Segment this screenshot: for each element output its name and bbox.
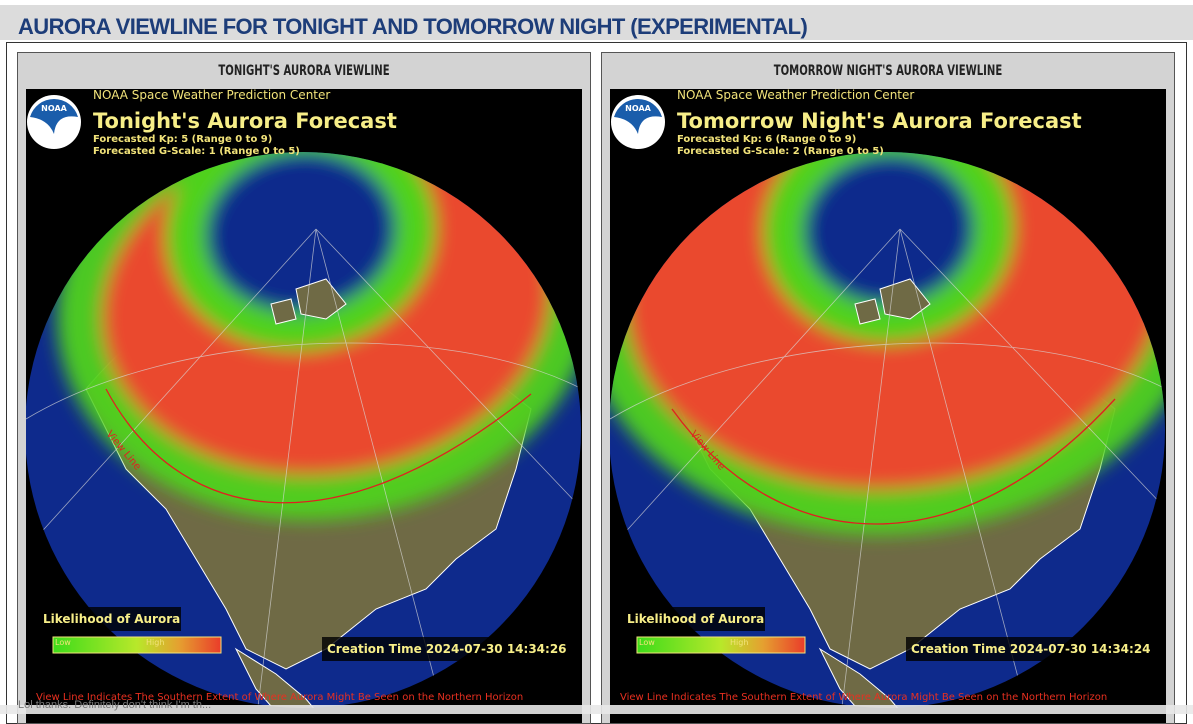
polar-hole: [803, 154, 974, 305]
footnote: View Line Indicates The Southern Extent …: [620, 692, 1107, 703]
graticule: [610, 228, 1165, 708]
creation-box: [906, 637, 1146, 661]
creation-time: Creation Time 2024-07-30 14:34:26: [327, 642, 567, 656]
g-scale: Forecasted G-Scale: 2 (Range 0 to 5): [677, 146, 884, 157]
panel: TONIGHT'S AURORA VIEWLINE View Line NOAA N…: [17, 52, 591, 724]
page-title: AURORA VIEWLINE FOR TONIGHT AND TOMORROW…: [18, 14, 808, 39]
creation-time: Creation Time 2024-07-30 14:34:24: [911, 642, 1151, 656]
panel: TOMORROW NIGHT'S AURORA VIEWLINE View Li…: [601, 52, 1175, 724]
legend-bg: [620, 607, 765, 631]
kp: Forecasted Kp: 6 (Range 0 to 9): [677, 134, 856, 145]
islands: [854, 278, 931, 325]
legend-bg: [36, 607, 181, 631]
graticule: [26, 228, 581, 708]
logo-bird: [614, 99, 662, 134]
mexico: [234, 647, 328, 708]
header-bar: AURORA VIEWLINE FOR TONIGHT AND TOMORROW…: [0, 5, 1193, 40]
agency: NOAA Space Weather Prediction Center: [93, 89, 330, 102]
legend-title: Likelihood of Aurora: [627, 612, 764, 626]
mexico: [818, 647, 912, 708]
legend-title: Likelihood of Aurora: [43, 612, 180, 626]
panel-title: TOMORROW NIGHT'S AURORA VIEWLINE: [773, 63, 1003, 79]
logo-bird: [30, 99, 78, 134]
kp: Forecasted Kp: 5 (Range 0 to 9): [93, 134, 272, 145]
legend-bar: [636, 636, 806, 654]
footer-snippet: Lol thanks. Definitely don't think I'm t…: [18, 699, 212, 711]
view-line: [105, 388, 532, 504]
legend-high: High: [730, 638, 748, 647]
footnote: View Line Indicates The Southern Extent …: [36, 692, 523, 703]
footer-bar: [0, 705, 1193, 714]
legend-bar: [52, 636, 222, 654]
islands: [270, 278, 347, 325]
g-scale: Forecasted G-Scale: 1 (Range 0 to 5): [93, 146, 300, 157]
legend-low: Low: [639, 638, 655, 647]
forecast-title: Tomorrow Night's Aurora Forecast: [677, 109, 1082, 133]
legend-low: Low: [55, 638, 71, 647]
polar-hole: [205, 152, 396, 313]
legend-high: High: [146, 638, 164, 647]
creation-box: [322, 637, 562, 661]
logo-text: NOAA: [625, 104, 651, 113]
logo-text: NOAA: [41, 104, 67, 113]
view-line: [671, 398, 1116, 525]
panel-title: TONIGHT'S AURORA VIEWLINE: [218, 63, 390, 79]
agency: NOAA Space Weather Prediction Center: [677, 89, 914, 102]
forecast-title: Tonight's Aurora Forecast: [93, 109, 397, 133]
